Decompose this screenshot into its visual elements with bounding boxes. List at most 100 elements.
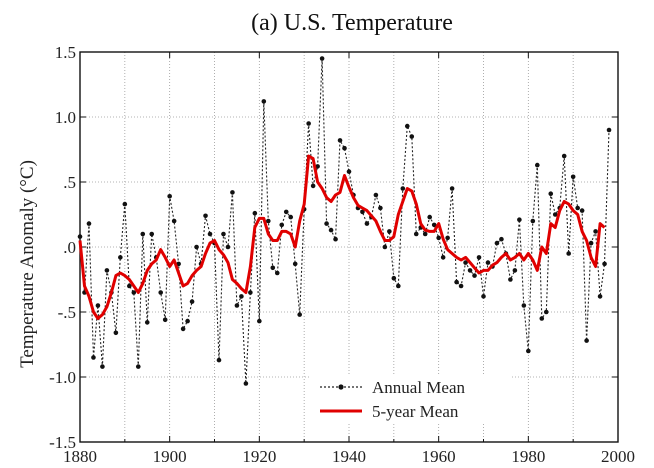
annual-mean-point [431, 222, 437, 228]
annual-mean-point [391, 275, 397, 281]
x-tick-label: 1900 [153, 447, 187, 466]
annual-mean-point [162, 317, 168, 323]
annual-mean-point [324, 221, 329, 226]
annual-mean-point [378, 205, 383, 211]
annual-mean-point [230, 190, 235, 195]
annual-mean-point [440, 255, 446, 260]
annual-mean-point [467, 268, 473, 273]
annual-mean-point [445, 235, 450, 241]
annual-mean-point [346, 169, 352, 174]
legend: Annual Mean 5-year Mean [310, 374, 510, 422]
annual-mean-point [239, 294, 244, 299]
annual-mean-point [100, 364, 105, 369]
y-tick-label: .0 [63, 238, 76, 257]
annual-mean-point [436, 235, 441, 241]
annual-mean-point [131, 290, 137, 295]
annual-mean-point [333, 236, 338, 242]
annual-mean-point [454, 279, 459, 285]
annual-mean-point [118, 255, 123, 260]
annual-mean-point [508, 277, 513, 282]
annual-mean-point [207, 231, 213, 237]
annual-mean-point [517, 217, 522, 222]
annual-mean-point [337, 138, 343, 143]
annual-mean-point [167, 194, 172, 199]
annual-mean-point [543, 309, 549, 315]
annual-mean-point [373, 192, 379, 198]
x-tick-label: 1920 [242, 447, 276, 466]
annual-mean-point [539, 316, 545, 321]
annual-mean-point [225, 244, 231, 250]
annual-mean-point [91, 355, 96, 360]
annual-mean-point [530, 218, 536, 224]
annual-mean-point [364, 221, 370, 226]
annual-mean-point [481, 294, 486, 299]
annual-mean-point [315, 164, 320, 169]
annual-mean-point [458, 283, 464, 289]
annual-mean-point [216, 357, 222, 363]
annual-mean-point [297, 312, 302, 317]
annual-mean-point [221, 231, 226, 237]
annual-mean-point [485, 260, 491, 265]
annual-mean-point [319, 56, 325, 61]
annual-mean-point [535, 162, 540, 168]
annual-mean-point [122, 201, 128, 207]
annual-mean-point [252, 210, 258, 216]
x-tick-label: 1880 [63, 447, 97, 466]
annual-mean-point [292, 261, 298, 267]
annual-mean-point [149, 231, 155, 237]
annual-mean-point [404, 123, 410, 129]
annual-mean-point [328, 227, 334, 233]
annual-mean-point [279, 222, 285, 228]
annual-mean-point [144, 320, 150, 325]
annual-mean-point [248, 290, 253, 295]
annual-mean-point [552, 212, 558, 217]
annual-mean-point [113, 330, 119, 336]
annual-mean-point [463, 260, 468, 265]
annual-mean-point [512, 268, 518, 273]
annual-mean-point [234, 303, 240, 308]
annual-mean-point [360, 209, 365, 215]
annual-mean-point [243, 381, 249, 386]
annual-mean-point [382, 244, 388, 250]
y-tick-label: 1.0 [55, 108, 76, 127]
annual-mean-point [597, 294, 603, 299]
annual-mean-point [288, 214, 294, 220]
chart-title: (a) U.S. Temperature [251, 10, 453, 36]
annual-mean-point [77, 234, 83, 239]
annual-mean-point [400, 186, 406, 191]
annual-mean-point [575, 205, 580, 211]
annual-mean-point [566, 251, 571, 256]
annual-mean-point [95, 303, 101, 308]
annual-mean-point [561, 153, 567, 159]
annual-mean-point [579, 208, 585, 213]
annual-mean-point [422, 231, 428, 237]
annual-mean-point [548, 191, 554, 196]
annual-mean-point [396, 283, 401, 289]
five-year-mean-line [78, 154, 606, 320]
y-tick-label: -1.0 [49, 368, 76, 387]
x-tick-label: 2000 [601, 447, 635, 466]
annual-mean-point [176, 261, 181, 267]
annual-mean-point [180, 326, 186, 332]
y-tick-label: -.5 [58, 303, 76, 322]
annual-mean-point [570, 174, 576, 180]
annual-mean-point [409, 134, 415, 139]
annual-mean-point [135, 364, 141, 369]
annual-mean-point [526, 348, 531, 354]
annual-mean-point [104, 268, 110, 273]
annual-mean-point [499, 236, 504, 242]
y-tick-label: 1.5 [55, 43, 76, 62]
annual-mean-point [449, 186, 455, 191]
x-tick-label: 1940 [332, 447, 366, 466]
annual-mean-point [494, 240, 500, 246]
y-tick-label: -1.5 [49, 433, 76, 452]
annual-mean-point [602, 261, 607, 267]
annual-mean-point [521, 303, 527, 308]
annual-mean-point [606, 127, 612, 133]
annual-mean-point [310, 183, 316, 189]
annual-mean-point [171, 218, 177, 224]
legend-box [310, 374, 510, 422]
y-tick-label: .5 [63, 173, 76, 192]
annual-mean-point [413, 231, 419, 237]
